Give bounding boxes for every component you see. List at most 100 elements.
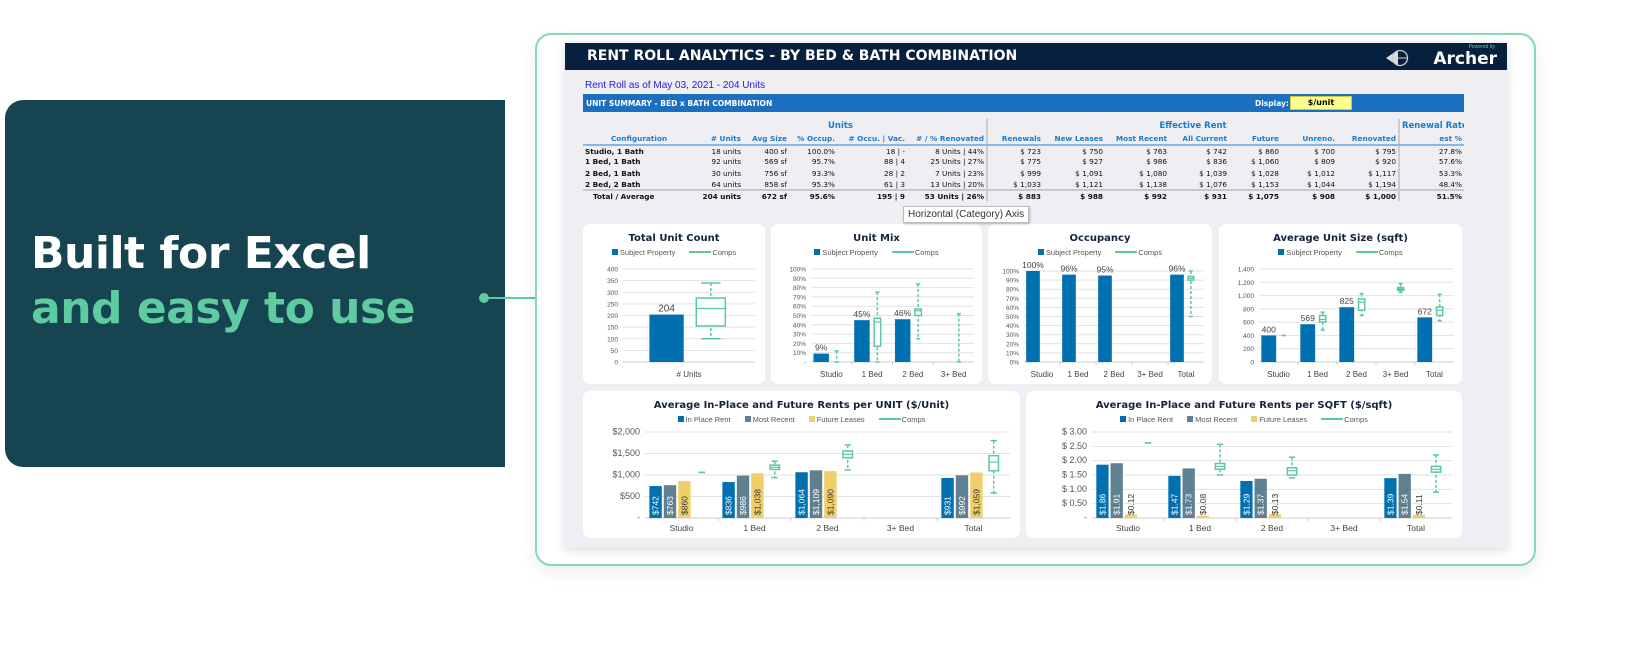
bar-label: 672 [1418,306,1432,316]
y-tick-label: 70% [793,294,806,301]
table-cell: $ 1,121 [1075,179,1103,189]
table-cell: $ 1,039 [1199,168,1227,178]
y-tick-label: 100% [1002,269,1019,276]
table-row: 2 Bed, 1 Bath 30 units 756 sf 93.3% 28 | 2 7 … [583,167,1464,179]
legend-item: Most Recent [1187,415,1237,424]
y-tick-label: 50% [793,313,806,320]
table-cell: $ 1,076 [1199,179,1227,189]
bar-label: 96% [1168,264,1185,274]
axis-tooltip: Horizontal (Category) Axis [903,206,1030,223]
x-tick-label: 1 Bed [743,523,765,533]
bar-label: $931 [943,496,953,515]
bar [1124,514,1138,518]
connector-line [484,297,536,299]
column-header: Future [1229,132,1281,146]
comps-boxplot [914,283,923,340]
bar [795,472,808,518]
bar-label: 400 [1262,324,1276,334]
table-cell: 18 units [711,146,741,156]
comps-boxplot [1214,443,1226,476]
y-tick-label: 20% [793,341,806,348]
table-cell: 48.4% [1398,178,1464,191]
bar-label: $1.91 [1112,493,1122,515]
y-tick-label: 40% [793,322,806,329]
table-cell: $ 1,033 [986,178,1043,191]
table-cell: $ 1,060 [1251,157,1279,167]
bar-label: $1,059 [971,489,981,515]
legend-item-comps: Comps [891,248,939,257]
y-tick-label: $ 1.00 [1062,484,1087,494]
bar [1254,478,1267,518]
y-tick-label: 1,000 [1238,293,1255,300]
chart-plot: - $ 0.50 $ 1.00 $ 1.50 $ 2.00 $ 2.50 $ 3.00 Stu… [1062,427,1452,533]
promo-heading: Built for Excel [31,228,371,279]
table-cell: 100.0% [807,146,835,156]
legend-item-comps: Comps [1355,248,1403,257]
table-cell: 57.6% [1398,156,1464,168]
table-cell: 400 sf [764,146,787,156]
chart-plot: - 10% 20% 30% 40% 50% 60% 70% 80% 90% 100% Studio 9%… [789,267,974,379]
dashboard-title: RENT ROLL ANALYTICS - BY BED & BATH COMB… [587,48,1018,64]
column-header-row: Configuration # Units Avg Size% Occup. # Oc… [583,132,1464,146]
legend-item: Subject Property [1278,248,1342,257]
table-cell: $ 986 [1146,157,1167,167]
bar-label: $0.11 [1414,494,1424,515]
legend-item: Subject Property [814,248,878,257]
chart-plot: 0% 10% 20% 30% 40% 50% 60% 70% 80% 90% 100% Studio 1… [1002,260,1204,379]
legend-line [878,418,901,420]
column-header: Renovated [1337,132,1399,146]
y-tick-label: 100% [789,267,806,274]
table-row: 2 Bed, 2 Bath 64 units 858 sf 95.3% 61 | 3 13… [583,178,1464,191]
bar-label: 204 [658,304,675,315]
bar [894,319,911,362]
y-tick-label: $ 0.50 [1062,498,1087,508]
bar [1412,514,1426,518]
bar [813,353,829,362]
legend-swatch [814,249,821,255]
bar-label: $742 [651,496,661,515]
y-tick-label: 30% [1006,332,1019,339]
comps-boxplot [1435,293,1444,322]
legend-line [1355,251,1378,253]
bar-label: 9% [815,343,828,353]
bar-label: $1.29 [1241,493,1251,515]
bar [970,472,983,518]
bar-label: $1.39 [1385,493,1395,515]
chart-legend: In Place Rent Most Recent Future Leases Com… [583,415,1020,424]
chart-card: Total Unit Count Subject Property Comps 0 50… [583,224,765,384]
table-cell: $ 750 [1082,146,1103,156]
legend-swatch [1187,416,1194,422]
display-select[interactable]: $/unit [1290,96,1352,110]
column-header: Configuration [583,132,695,146]
y-tick-label: 150 [607,325,618,332]
y-tick-label: 80% [793,285,806,292]
comps-boxplot [873,291,882,363]
legend-item: Most Recent [744,415,795,424]
y-tick-label: 0% [1010,360,1020,367]
chart-card: Occupancy Subject Property Comps 0% 10% 20% 30… [988,224,1212,384]
y-tick-label: 800 [1243,306,1254,313]
bar [1240,481,1253,518]
y-tick-label: 80% [1006,287,1019,294]
legend-label: Comps [914,248,939,257]
table-cell: $ 908 [1281,189,1337,202]
y-tick-label: 600 [1243,320,1254,327]
table-cell: $ 809 [1314,157,1335,167]
column-header: est % [1398,132,1464,146]
connector-dot [479,293,489,303]
bar [649,314,684,362]
comps-boxplot [956,312,962,363]
table-cell: $ 700 [1314,146,1335,156]
table-cell: 51.5% [1398,189,1464,202]
bar [1110,463,1123,518]
legend-label: Comps [1138,248,1163,257]
x-tick-label: Studio [669,523,693,533]
bar-label: 96% [1060,264,1077,274]
bar [1398,473,1411,518]
chart-card: Unit Mix Subject Property Comps - 10% 20% 30% 4… [771,224,982,384]
archer-logo-icon [1386,49,1409,67]
legend-swatch [1251,416,1258,422]
comps-boxplot [834,350,839,363]
x-tick-label: 3+ Bed [887,523,914,533]
bar [1026,271,1040,362]
